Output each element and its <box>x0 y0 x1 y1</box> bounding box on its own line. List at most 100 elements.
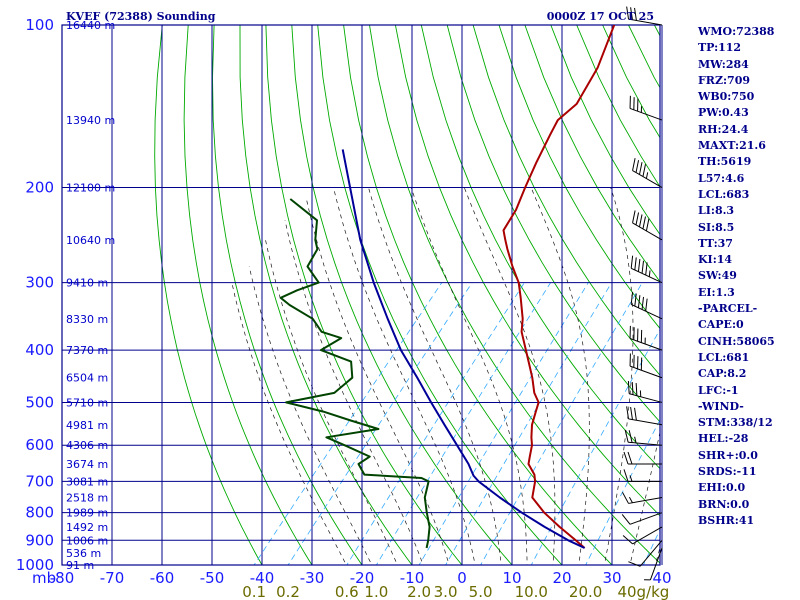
valid-time: 0000Z 17 OCT 25 <box>547 10 654 23</box>
pressure-unit-label: mb <box>32 569 56 587</box>
barb-flag <box>638 162 643 175</box>
pressure-tick-label: 1000 <box>16 556 54 574</box>
temperature-tick-label: -30 <box>300 569 325 587</box>
mixing-ratio-tick-label: 0.1 <box>242 583 266 600</box>
temperature-tick-label: 40 <box>652 569 671 587</box>
mixing-ratio-line <box>530 328 660 565</box>
temperature-tick-label: -60 <box>150 569 175 587</box>
barb-flag <box>642 216 646 229</box>
mixing-ratio-tick-label: 1.0 <box>364 583 388 600</box>
wind-barb <box>623 469 662 482</box>
dewpoint-line <box>279 198 431 549</box>
barb-flag <box>635 212 640 225</box>
index-line: -PARCEL- <box>698 302 758 316</box>
index-line: L57:4.6 <box>698 171 745 185</box>
moist-adiabat <box>248 266 373 565</box>
temperature-line <box>502 25 616 549</box>
wind-barb <box>632 158 663 188</box>
barb-flag <box>634 7 637 21</box>
barb-staff <box>632 222 663 241</box>
index-line: LCL:683 <box>698 187 750 201</box>
moist-adiabat <box>463 187 556 565</box>
index-line: SRDS:-11 <box>698 465 757 479</box>
index-line: -WIND- <box>698 399 744 413</box>
pressure-tick-label: 400 <box>25 341 54 359</box>
wind-barb <box>621 512 663 525</box>
barb-flag <box>635 383 638 396</box>
wind-barb <box>624 429 663 446</box>
dry-adiabat <box>420 25 660 470</box>
mixing-ratio-line <box>585 419 660 565</box>
index-line: LFC:-1 <box>698 383 739 397</box>
barb-flag <box>642 164 646 177</box>
index-line: STM:338/12 <box>698 416 773 430</box>
dry-adiabat <box>239 25 413 565</box>
index-line: WB0:750 <box>698 90 755 104</box>
temperature-tick-label: 30 <box>602 569 621 587</box>
mixing-ratio-tick-label: 0.6 <box>335 583 359 600</box>
barb-flag <box>634 293 637 307</box>
pressure-tick-label: 700 <box>25 472 54 490</box>
barb-half-flag <box>648 270 651 277</box>
wind-barb <box>623 451 662 465</box>
height-label: 3081 m <box>66 475 108 488</box>
height-label: 2518 m <box>66 492 108 505</box>
barb-staff <box>628 18 663 26</box>
barb-flag <box>634 407 637 421</box>
index-line: CAPE:0 <box>698 318 744 332</box>
barb-flag <box>630 255 634 269</box>
barb-staff <box>628 441 663 446</box>
wind-barb <box>622 526 663 545</box>
moist-adiabat <box>333 187 476 565</box>
mixing-ratio-tick-label: 10.0 <box>515 583 548 600</box>
index-line: KI:14 <box>698 253 733 267</box>
wind-barb <box>629 325 663 351</box>
barb-staff <box>639 539 663 567</box>
barb-flag <box>641 296 645 310</box>
barb-staff <box>628 497 663 504</box>
height-label: 7370 m <box>66 344 108 357</box>
pressure-temperature-grid <box>61 24 663 566</box>
parcel-line <box>341 149 586 549</box>
barb-flag <box>621 514 631 525</box>
dry-adiabat <box>498 25 660 330</box>
wind-barb <box>644 547 663 581</box>
moist-adiabat <box>284 220 424 565</box>
mixing-ratio-line <box>375 282 551 565</box>
sounding-curves <box>279 25 616 549</box>
pressure-tick-label: 100 <box>25 16 54 34</box>
barb-flag <box>631 382 634 395</box>
wind-barb <box>627 380 663 403</box>
barb-flag <box>632 210 636 223</box>
mixing-ratio-tick-label: 0.2 <box>276 583 300 600</box>
wind-barb <box>630 255 663 284</box>
barb-flag <box>638 214 643 227</box>
index-line: SW:49 <box>698 269 737 283</box>
mixing-ratio-tick-label: 40g/kg <box>617 583 669 600</box>
barb-half-flag <box>629 475 633 482</box>
barb-staff <box>632 526 663 545</box>
index-line: CAP:8.2 <box>698 367 747 381</box>
index-line: BRN:0.0 <box>698 497 750 511</box>
moist-adiabat <box>530 187 590 565</box>
temperature-tick-label: 10 <box>502 569 521 587</box>
temperature-tick-label: -80 <box>50 569 75 587</box>
dry-adiabat <box>212 25 363 565</box>
barb-flag <box>624 429 629 443</box>
moist-adiabat <box>368 187 502 565</box>
height-label: 4306 m <box>66 439 108 452</box>
height-label: 6504 m <box>66 372 108 385</box>
barb-staff <box>629 393 663 403</box>
barb-staff <box>629 365 663 379</box>
temperature-tick-label: 0 <box>457 569 467 587</box>
index-line: EI:1.3 <box>698 285 735 299</box>
index-line: HEL:-28 <box>698 432 749 446</box>
mixing-ratio-tick-label: 20.0 <box>569 583 602 600</box>
mixing-ratio-line <box>346 282 525 565</box>
moist-adiabat <box>306 198 450 565</box>
barb-staff <box>629 338 663 351</box>
index-line: SI:8.5 <box>698 220 735 234</box>
barb-flag <box>635 160 640 173</box>
barb-staff <box>649 547 663 581</box>
height-label: 12100 m <box>66 182 115 195</box>
